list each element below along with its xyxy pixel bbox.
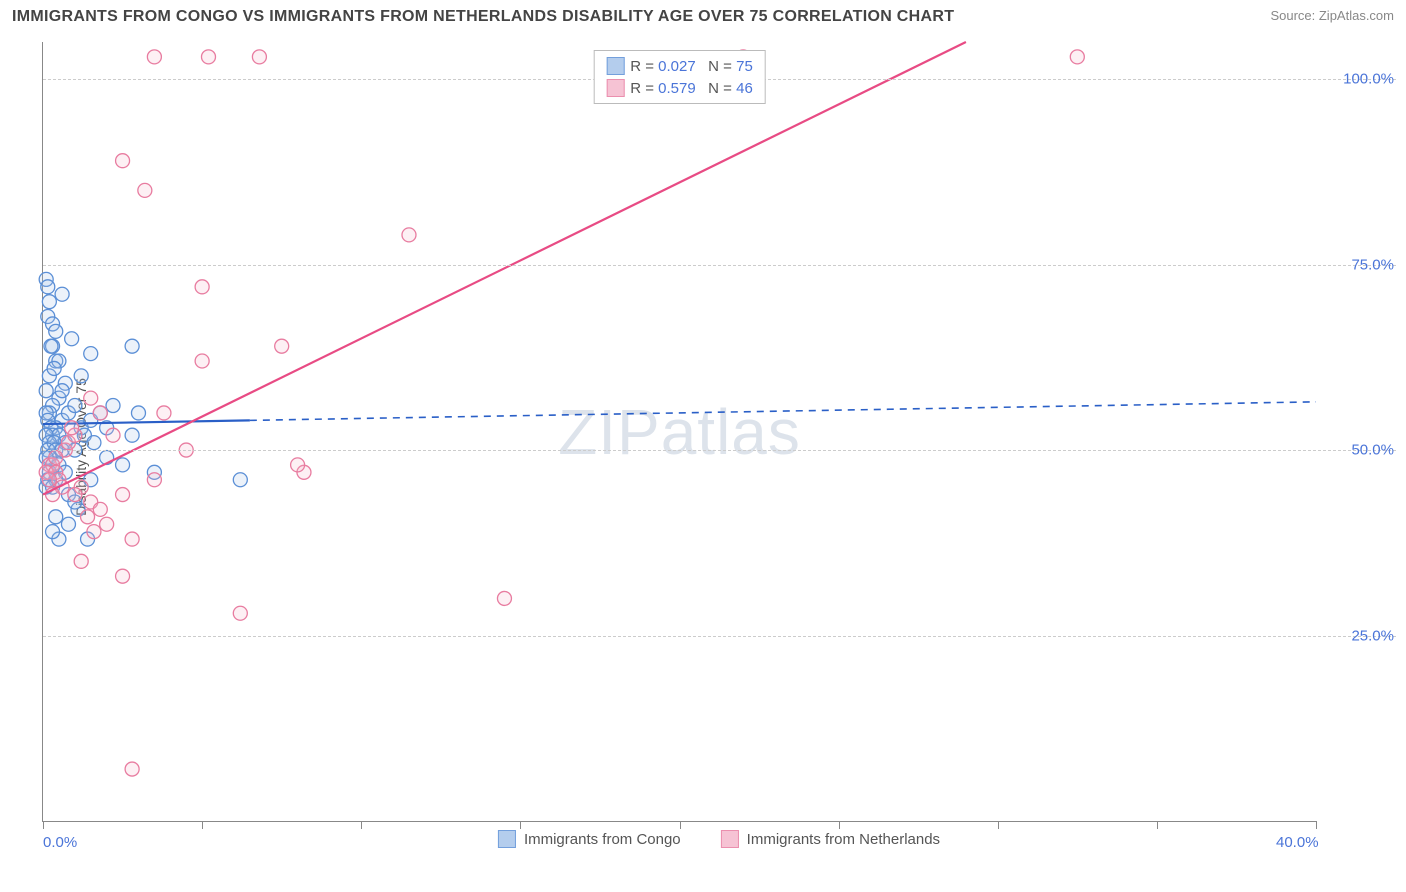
legend-swatch [606,57,624,75]
legend-swatch [721,830,739,848]
series-legend: Immigrants from Congo Immigrants from Net… [498,830,940,848]
gridline [43,265,1396,266]
y-tick-label: 75.0% [1351,256,1394,273]
legend-series-item: Immigrants from Netherlands [721,830,940,848]
chart-area: Disability Age Over 75 ZIPatlas R = 0.02… [42,42,1396,852]
y-tick-label: 25.0% [1351,627,1394,644]
x-tick-label: 0.0% [43,834,77,851]
x-tick-label: 40.0% [1276,834,1319,851]
x-tick [1316,821,1317,829]
gridline [43,636,1396,637]
gridline [43,450,1396,451]
x-tick [202,821,203,829]
x-tick [680,821,681,829]
legend-series-label: Immigrants from Netherlands [747,831,940,848]
legend-swatch [606,79,624,97]
x-tick [1157,821,1158,829]
x-tick [839,821,840,829]
x-tick [998,821,999,829]
legend-series-label: Immigrants from Congo [524,831,681,848]
correlation-legend: R = 0.027 N = 75 R = 0.579 N = 46 [593,50,766,104]
legend-swatch [498,830,516,848]
y-tick-label: 50.0% [1351,442,1394,459]
x-tick [361,821,362,829]
legend-stat-row: R = 0.027 N = 75 [602,55,757,77]
x-tick [520,821,521,829]
plot-svg [43,42,1316,821]
chart-title: IMMIGRANTS FROM CONGO VS IMMIGRANTS FROM… [12,8,954,26]
x-tick [43,821,44,829]
plot-region: ZIPatlas R = 0.027 N = 75 R = 0.579 N = … [42,42,1316,822]
y-tick-label: 100.0% [1343,71,1394,88]
legend-stat-row: R = 0.579 N = 46 [602,77,757,99]
legend-series-item: Immigrants from Congo [498,830,681,848]
source-attribution: Source: ZipAtlas.com [1270,8,1394,23]
